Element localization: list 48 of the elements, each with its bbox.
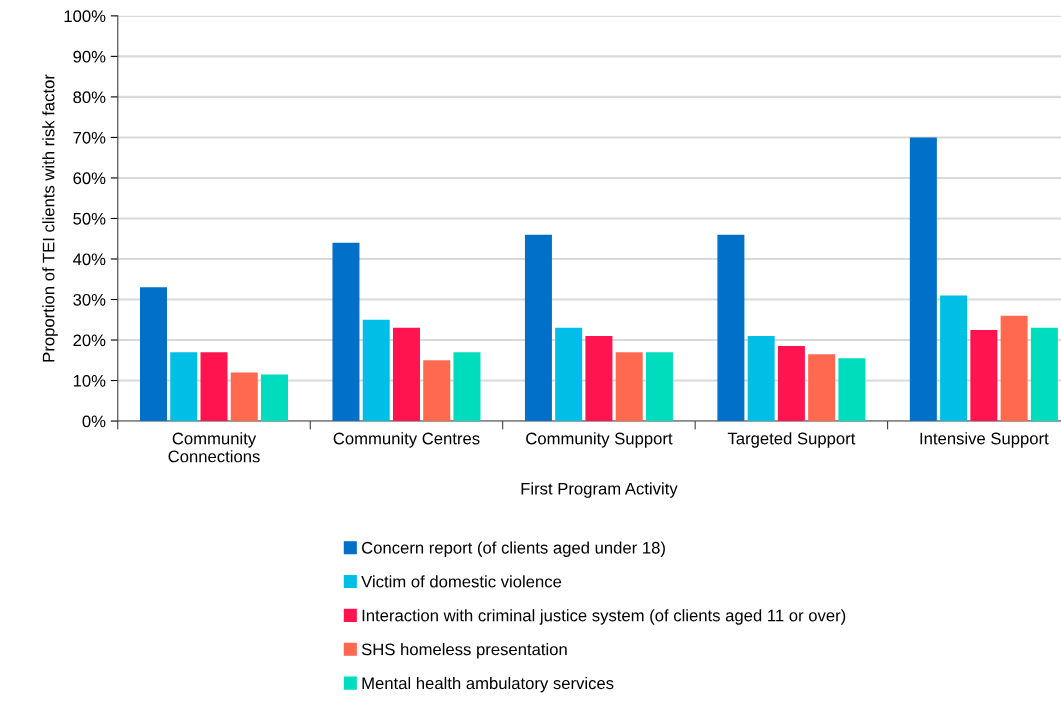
y-tick-label: 50% xyxy=(73,212,106,225)
bar xyxy=(362,319,390,422)
legend-label: SHS homeless presentation xyxy=(361,643,567,659)
bar xyxy=(392,327,420,422)
legend-label: Victim of domestic violence xyxy=(361,575,562,588)
bar xyxy=(139,287,167,422)
bar xyxy=(777,346,805,422)
x-tick-label: Community Centres xyxy=(333,432,480,448)
bar xyxy=(940,295,968,422)
legend-label: Mental health ambulatory services xyxy=(362,676,614,693)
legend-label: Interaction with criminal justice system (of clients aged 11 or over) xyxy=(362,609,846,625)
x-tick-label: Targeted Support xyxy=(727,432,856,448)
y-axis-title: Proportion of TEI clients with risk factor xyxy=(42,74,58,362)
y-tick-label: 60% xyxy=(73,172,106,185)
x-axis-title: First Program Activity xyxy=(521,482,678,498)
y-tick-label: 10% xyxy=(73,374,106,387)
bar xyxy=(524,234,552,422)
x-tick-label: Intensive Support xyxy=(920,432,1049,448)
bar xyxy=(585,335,613,422)
y-tick-label: 0% xyxy=(82,415,106,428)
y-tick-label: 70% xyxy=(73,131,106,144)
y-tick-label: 80% xyxy=(73,91,106,104)
y-tick-label: 20% xyxy=(73,334,106,347)
legend-label: Concern report (of clients aged under 18) xyxy=(362,541,665,557)
y-tick-label: 100% xyxy=(64,10,106,23)
bar xyxy=(645,352,673,422)
bar xyxy=(170,352,198,422)
bar xyxy=(970,329,998,422)
bar xyxy=(1030,327,1058,422)
bar xyxy=(423,360,451,422)
bar xyxy=(261,374,289,422)
bar xyxy=(717,234,745,422)
bar xyxy=(808,354,836,422)
bar xyxy=(838,358,866,422)
y-tick-label: 40% xyxy=(72,253,106,266)
bar xyxy=(909,137,937,422)
x-tick-label: Community Connections xyxy=(168,432,260,463)
y-tick-label: 30% xyxy=(73,293,106,306)
bar xyxy=(1000,315,1028,422)
y-tick-label: 90% xyxy=(73,50,106,63)
bar xyxy=(615,352,643,422)
bar xyxy=(747,335,775,422)
x-tick-label: Community Support xyxy=(526,432,673,448)
bar xyxy=(200,352,228,422)
bar xyxy=(230,372,258,422)
bar xyxy=(555,327,583,422)
bar xyxy=(332,242,360,422)
bar xyxy=(453,352,481,422)
